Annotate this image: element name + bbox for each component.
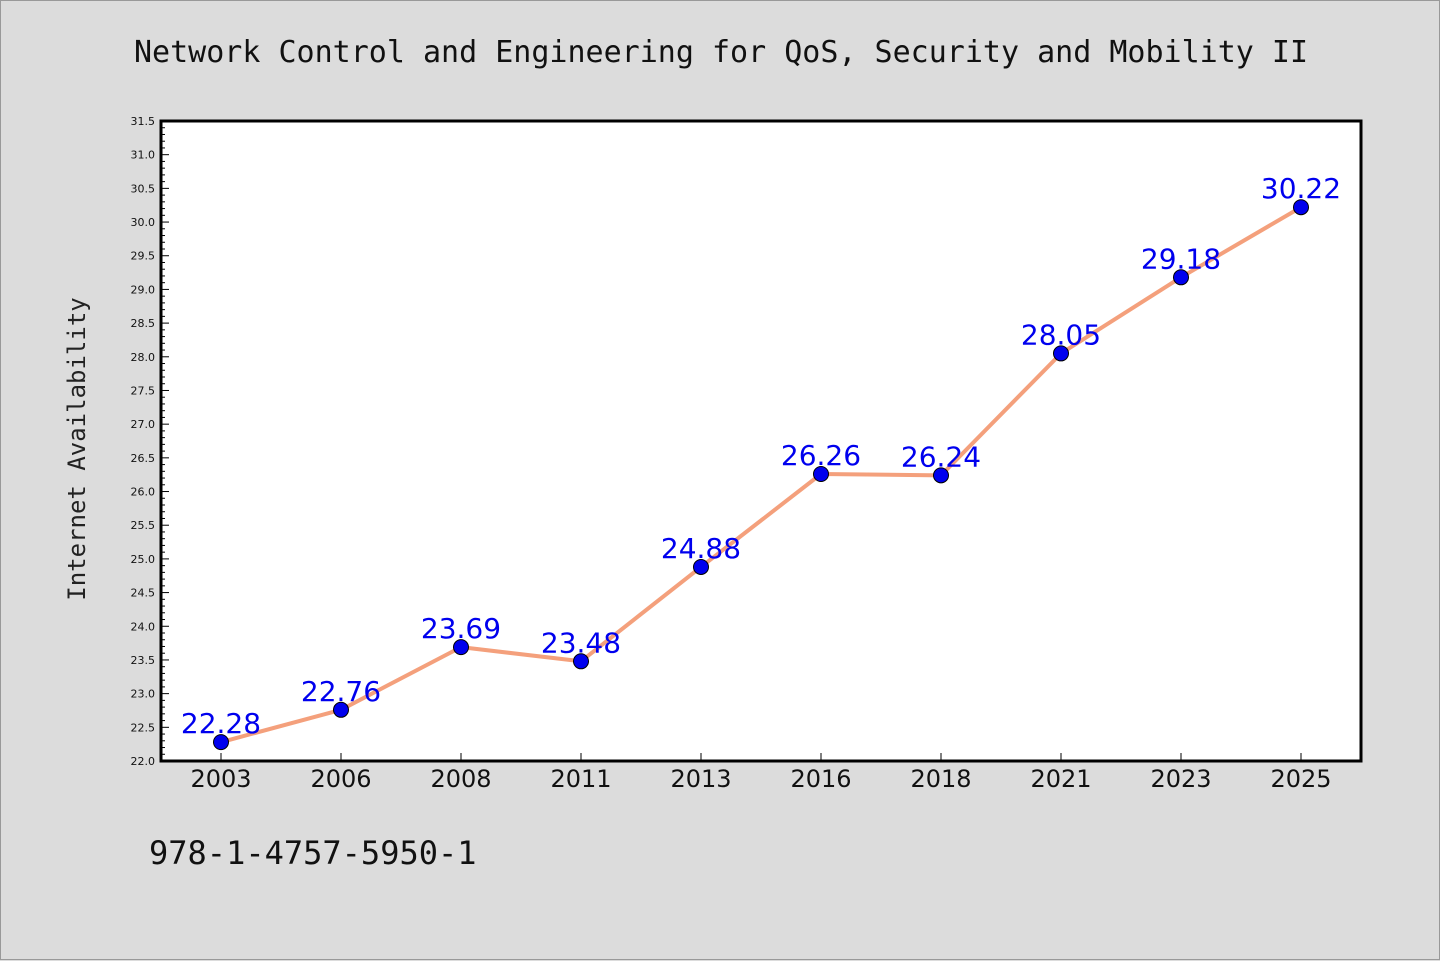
x-tick-label: 2013 [670, 765, 731, 793]
data-point [1053, 345, 1069, 362]
data-point [813, 466, 829, 483]
y-tick-label: 27.5 [131, 384, 156, 397]
y-tick-label: 22.5 [131, 721, 156, 734]
y-tick-label: 25.0 [131, 553, 156, 566]
data-point [453, 639, 469, 656]
x-tick-label: 2003 [190, 765, 251, 793]
x-tick-label: 2025 [1270, 765, 1331, 793]
y-axis: 22.0 22.5 23.0 23.5 24.0 24.5 25.0 25.5 26.0 26.5… [131, 115, 169, 768]
y-tick-label: 25.5 [131, 519, 156, 532]
chart-title: Network Control and Engineering for QoS,… [134, 35, 1308, 70]
data-point [933, 467, 949, 484]
y-tick-label: 23.0 [131, 688, 156, 701]
y-tick-label: 28.5 [131, 317, 156, 330]
data-point [1293, 199, 1309, 216]
y-tick-label: 30.5 [131, 182, 156, 195]
y-tick-label: 26.0 [131, 486, 156, 499]
data-point [213, 734, 229, 751]
y-tick-label: 23.5 [131, 654, 156, 667]
x-tick-label: 2021 [1030, 765, 1091, 793]
y-tick-label: 29.0 [131, 283, 156, 296]
data-point [333, 701, 349, 718]
y-tick-label: 31.5 [131, 115, 156, 128]
x-tick-label: 2018 [910, 765, 971, 793]
y-tick-label: 29.5 [131, 250, 156, 263]
x-tick-label: 2008 [430, 765, 491, 793]
data-point [573, 653, 589, 670]
plot-area [159, 119, 1363, 763]
y-tick-label: 30.0 [131, 216, 156, 229]
data-point [693, 558, 709, 575]
data-point [1173, 269, 1189, 286]
y-tick-label: 26.5 [131, 452, 156, 465]
isbn-caption: 978-1-4757-5950-1 [149, 834, 477, 872]
x-tick-label: 2006 [310, 765, 371, 793]
y-tick-label: 22.0 [131, 755, 156, 768]
y-tick-label: 31.0 [131, 149, 156, 162]
x-tick-label: 2011 [550, 765, 611, 793]
y-tick-label: 24.5 [131, 587, 156, 600]
x-tick-label: 2023 [1150, 765, 1211, 793]
y-tick-label: 24.0 [131, 620, 156, 633]
y-tick-label: 27.0 [131, 418, 156, 431]
series-line [219, 205, 1303, 745]
y-tick-label: 28.0 [131, 351, 156, 364]
x-axis: 2003 2006 2008 2011 2013 2016 2018 2021 2023 2025 [190, 753, 1332, 793]
x-tick-label: 2016 [790, 765, 851, 793]
